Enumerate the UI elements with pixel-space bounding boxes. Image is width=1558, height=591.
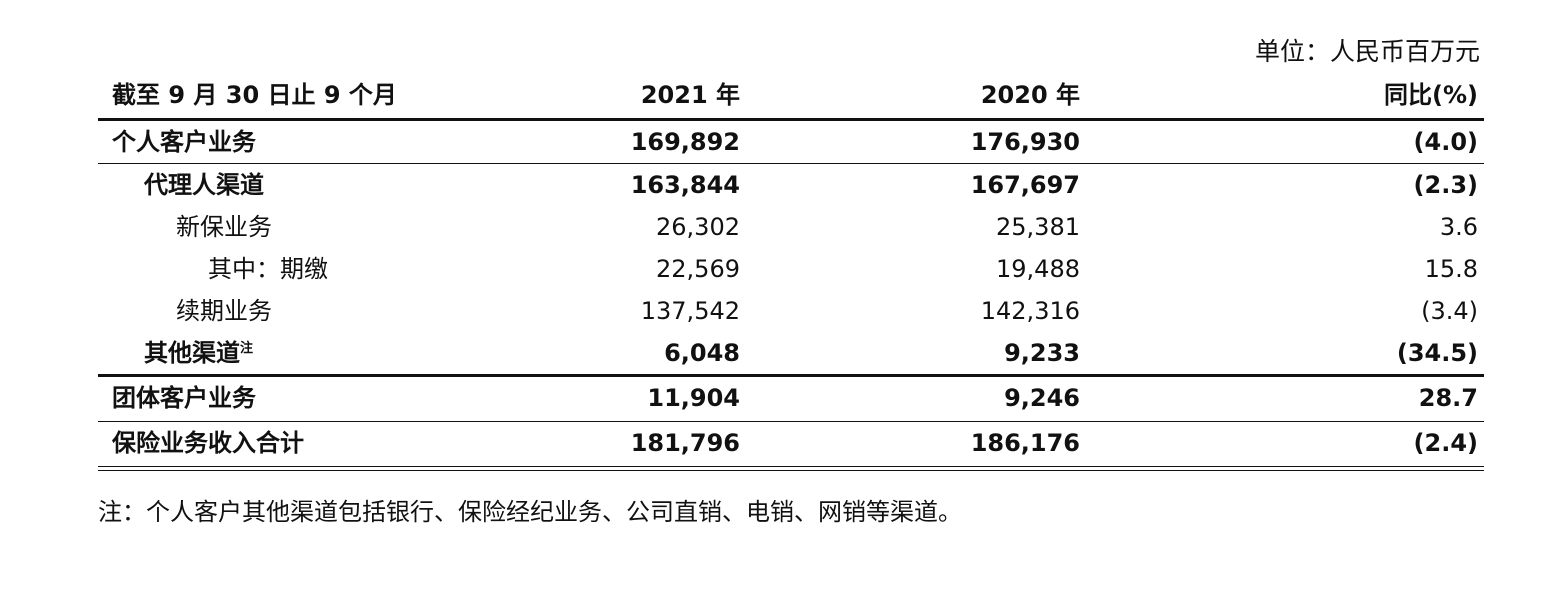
- table-row-group: 团体客户业务 11,904 9,246 28.7: [98, 377, 1484, 421]
- row-label: 保险业务收入合计: [112, 429, 304, 457]
- footnote: 注：个人客户其他渠道包括银行、保险经纪业务、公司直销、电销、网销等渠道。: [98, 498, 962, 526]
- value-2020: 25,381: [996, 213, 1080, 241]
- value-2020: 9,246: [1004, 384, 1080, 412]
- value-2020: 142,316: [980, 297, 1080, 325]
- value-2021: 22,569: [656, 255, 740, 283]
- table-row-agent: 代理人渠道 163,844 167,697 (2.3): [98, 164, 1484, 206]
- value-yoy: 15.8: [1424, 255, 1478, 283]
- value-2020: 167,697: [970, 171, 1080, 199]
- section-divider: [98, 374, 1484, 377]
- section-divider: [98, 163, 1484, 164]
- value-yoy: (4.0): [1413, 128, 1478, 156]
- row-label: 代理人渠道: [144, 171, 264, 199]
- value-2021: 137,542: [640, 297, 740, 325]
- header-period: 截至 9 月 30 日止 9 个月: [112, 81, 397, 109]
- value-2021: 11,904: [647, 384, 740, 412]
- row-label: 新保业务: [176, 213, 272, 241]
- value-yoy: 28.7: [1418, 384, 1478, 412]
- table-row-total: 保险业务收入合计 181,796 186,176 (2.4): [98, 422, 1484, 466]
- table-row-individual: 个人客户业务 169,892 176,930 (4.0): [98, 121, 1484, 163]
- table-header-row: 截至 9 月 30 日止 9 个月 2021 年 2020 年 同比(%): [98, 74, 1484, 118]
- value-2020: 176,930: [970, 128, 1080, 156]
- header-2021: 2021 年: [640, 81, 740, 109]
- footnote-marker: 注: [240, 341, 254, 356]
- unit-label: 单位：人民币百万元: [1254, 37, 1480, 66]
- value-2020: 19,488: [996, 255, 1080, 283]
- value-2021: 6,048: [664, 339, 740, 367]
- value-2021: 26,302: [656, 213, 740, 241]
- row-label-wrap: 其他渠道注: [144, 332, 253, 374]
- value-2021: 163,844: [630, 171, 740, 199]
- table-row-renewal: 续期业务 137,542 142,316 (3.4): [98, 290, 1484, 332]
- total-double-rule: [98, 466, 1484, 471]
- value-yoy: (3.4): [1421, 297, 1478, 325]
- value-2020: 186,176: [970, 429, 1080, 457]
- table-row-new-business: 新保业务 26,302 25,381 3.6: [98, 206, 1484, 248]
- table-row-other-channels: 其他渠道注 6,048 9,233 (34.5): [98, 332, 1484, 374]
- value-2021: 169,892: [630, 128, 740, 156]
- header-yoy: 同比(%): [1384, 81, 1478, 109]
- row-label: 其他渠道: [144, 339, 240, 367]
- value-yoy: 3.6: [1439, 213, 1478, 241]
- value-yoy: (2.4): [1413, 429, 1478, 457]
- header-rule: [98, 118, 1484, 121]
- row-label: 续期业务: [176, 297, 272, 325]
- table-row-regular-premium: 其中：期缴 22,569 19,488 15.8: [98, 248, 1484, 290]
- value-yoy: (34.5): [1396, 339, 1478, 367]
- row-label: 团体客户业务: [112, 384, 256, 412]
- section-divider: [98, 421, 1484, 422]
- value-2021: 181,796: [630, 429, 740, 457]
- value-2020: 9,233: [1004, 339, 1080, 367]
- header-2020: 2020 年: [980, 81, 1080, 109]
- value-yoy: (2.3): [1413, 171, 1478, 199]
- row-label: 个人客户业务: [112, 128, 256, 156]
- row-label: 其中：期缴: [208, 255, 328, 283]
- insurance-revenue-table: 截至 9 月 30 日止 9 个月 2021 年 2020 年 同比(%) 个人…: [98, 74, 1484, 471]
